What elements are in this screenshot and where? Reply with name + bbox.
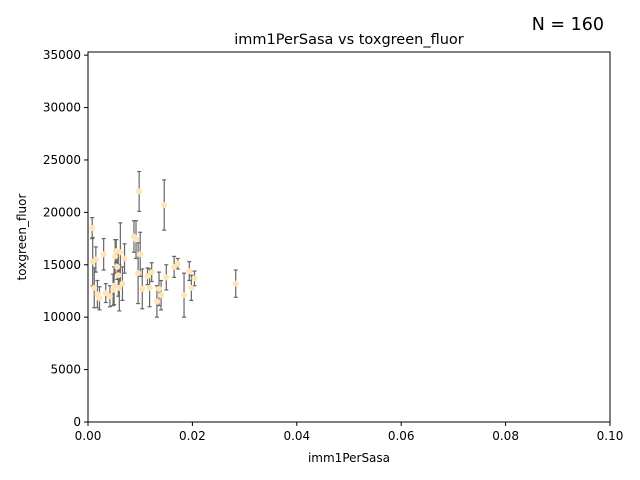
data-point bbox=[181, 292, 188, 299]
x-tick-label: 0.10 bbox=[597, 429, 624, 443]
y-tick-label: 15000 bbox=[43, 258, 81, 272]
data-point bbox=[114, 263, 121, 270]
data-point bbox=[115, 272, 122, 279]
x-tick-label: 0.02 bbox=[179, 429, 206, 443]
data-point bbox=[119, 280, 126, 287]
data-point bbox=[146, 284, 153, 291]
data-point bbox=[191, 275, 198, 282]
data-point bbox=[121, 255, 128, 262]
y-tick-label: 30000 bbox=[43, 101, 81, 115]
y-axis-label: toxgreen_fluor bbox=[15, 194, 29, 281]
x-tick-label: 0.06 bbox=[388, 429, 415, 443]
sample-count-annotation: N = 160 bbox=[532, 15, 604, 35]
data-point bbox=[136, 188, 143, 195]
y-tick-label: 35000 bbox=[43, 48, 81, 62]
x-tick-label: 0.00 bbox=[75, 429, 102, 443]
x-tick-label: 0.08 bbox=[492, 429, 519, 443]
plot-frame bbox=[87, 51, 611, 423]
x-axis: 0.00 0.02 0.04 0.06 0.08 0.10 bbox=[75, 422, 624, 443]
data-point bbox=[148, 269, 155, 276]
data-point bbox=[188, 284, 195, 291]
data-point bbox=[112, 253, 119, 260]
data-point bbox=[174, 260, 181, 267]
y-tick-label: 25000 bbox=[43, 153, 81, 167]
data-point bbox=[161, 202, 168, 209]
x-axis-label: imm1PerSasa bbox=[308, 451, 390, 465]
data-point bbox=[92, 256, 99, 263]
y-axis: 0 5000 10000 15000 20000 25000 30000 35000 bbox=[43, 48, 88, 429]
y-tick-label: 10000 bbox=[43, 310, 81, 324]
data-point bbox=[155, 285, 162, 292]
data-point bbox=[158, 292, 165, 299]
data-point bbox=[100, 251, 107, 258]
y-tick-label: 20000 bbox=[43, 205, 81, 219]
y-tick-label: 5000 bbox=[50, 363, 81, 377]
marker-layer bbox=[89, 188, 239, 305]
chart-title: imm1PerSasa vs toxgreen_fluor bbox=[234, 32, 464, 48]
x-tick-label: 0.04 bbox=[283, 429, 310, 443]
data-point bbox=[153, 298, 160, 305]
data-point bbox=[232, 280, 239, 287]
data-point bbox=[144, 273, 151, 280]
data-point bbox=[137, 251, 144, 258]
data-point bbox=[89, 225, 96, 232]
data-point bbox=[186, 268, 193, 275]
data-point bbox=[117, 249, 124, 256]
data-point bbox=[102, 290, 109, 297]
data-point bbox=[96, 295, 103, 302]
data-point bbox=[163, 274, 170, 281]
data-point bbox=[91, 284, 98, 291]
data-point bbox=[139, 285, 146, 292]
data-point bbox=[116, 284, 123, 291]
y-tick-label: 0 bbox=[73, 415, 81, 429]
data-point bbox=[133, 236, 140, 243]
data-point bbox=[111, 282, 118, 289]
data-point bbox=[135, 270, 142, 277]
data-point bbox=[106, 293, 113, 300]
